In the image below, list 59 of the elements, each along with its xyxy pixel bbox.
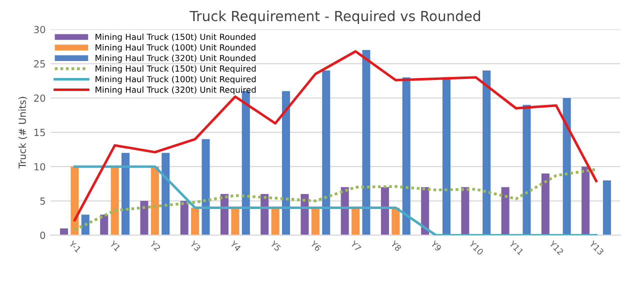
bar [352,208,360,236]
bar [81,214,90,236]
x-tick-label: Y6 [310,240,322,252]
bar [421,187,430,236]
bar [541,173,550,236]
legend-label: Mining Haul Truck (320t) Unit Rounded [96,54,256,63]
y-tick-label: 10 [34,163,46,170]
bar [140,200,148,236]
bar [562,98,571,236]
legend-label: Mining Haul Truck (100t) Unit Rounded [96,44,256,52]
legend-label: Mining Haul Truck (320t) Unit Required [96,86,256,94]
y-tick-label: 30 [34,26,46,34]
bar [150,166,159,236]
x-tick-label: Y3 [190,240,202,252]
legend-label: Mining Haul Truck (150t) Unit Rounded [96,34,256,42]
x-tick-label: Y7 [350,240,362,252]
y-tick-label: 15 [34,128,45,136]
bar [180,200,188,236]
x-tick-label: Y1 [110,240,121,252]
y-axis-title: Truck (# Units) [18,96,28,169]
bar [311,208,320,236]
x-tick-label: Y2 [150,240,161,252]
bar [282,91,290,236]
bar [522,104,531,236]
x-tick-label: Y-1 [68,240,82,253]
bar [602,180,611,236]
bar [122,152,130,236]
bar [402,77,410,236]
bar [202,139,210,236]
bar [191,208,200,236]
bar [442,77,450,236]
y-tick-label: 25 [34,60,45,68]
legend-label: Mining Haul Truck (100t) Unit Required [96,76,256,84]
x-tick-label: Y10 [468,240,484,256]
chart-title: Truck Requirement - Required vs Rounded [190,10,480,24]
bar [231,208,240,236]
bar [110,166,119,236]
bar [271,208,280,236]
bar [461,187,470,236]
bar [380,187,389,236]
bar [482,70,491,236]
bar [582,166,590,236]
bar [100,214,108,236]
bar [501,187,510,236]
x-tick-label: Y9 [430,240,442,252]
x-tick-label: Y8 [390,240,402,252]
x-tick-label: Y5 [270,240,282,252]
bar [162,152,170,236]
x-tick-label: Y13 [589,240,604,256]
y-tick-label: 5 [40,198,45,205]
bar [340,187,349,236]
y-tick-label: 0 [40,232,46,240]
bar [362,50,370,236]
bar [392,208,400,236]
x-tick-label: Y4 [230,240,242,252]
y-tick-label: 20 [34,94,46,102]
legend-label: Mining Haul Truck (150t) Unit Required [96,65,256,74]
bar [70,166,79,236]
bar [322,70,330,236]
